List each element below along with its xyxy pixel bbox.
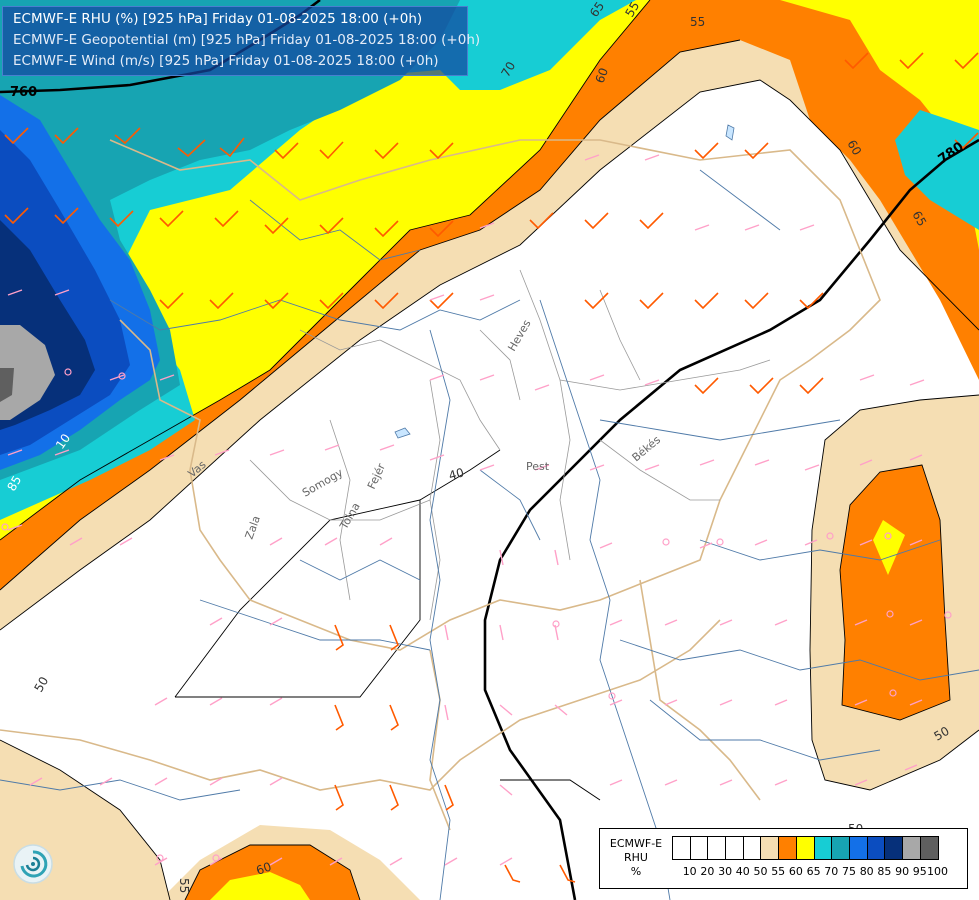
legend-swatch-11	[867, 837, 886, 859]
legend-swatch-14	[920, 837, 939, 859]
legend-tick-label: 40	[735, 865, 750, 878]
legend-swatch-5	[761, 837, 780, 859]
legend-swatch-9	[832, 837, 850, 859]
legend-swatch-4	[743, 837, 762, 859]
contour-label-rhu: 65	[909, 209, 929, 229]
wind-barbs-strong	[4, 52, 979, 883]
legend-tick-label: 60	[788, 865, 803, 878]
legend-swatch-7	[796, 837, 815, 859]
contour-label-rhu: 85	[4, 473, 24, 493]
title-wind: ECMWF-E Wind (m/s) [925 hPa] Friday 01-0…	[13, 53, 439, 69]
title-rhu: ECMWF-E RHU (%) [925 hPa] Friday 01-08-2…	[13, 11, 423, 27]
place-label-pest: Pest	[526, 460, 550, 473]
map-title-box: ECMWF-E RHU (%) [925 hPa] Friday 01-08-2…	[2, 6, 481, 76]
legend-tick-label: 30	[718, 865, 733, 878]
legend-tick-label: 80	[859, 865, 874, 878]
rhu-band-65-ne	[895, 110, 979, 230]
title-geopotential: ECMWF-E Geopotential (m) [925 hPa] Frida…	[13, 32, 481, 48]
legend-title-model: ECMWF-E	[609, 837, 663, 850]
contour-label-rhu: 40	[447, 465, 465, 482]
legend-title: ECMWF-E RHU %	[604, 837, 668, 879]
contour-label-rhu: 70	[498, 59, 518, 79]
contour-label-rhu: 55	[690, 15, 705, 29]
legend-tick-label: 100	[927, 865, 948, 878]
legend-title-unit: %	[630, 865, 642, 878]
legend-title-variable: RHU	[624, 851, 648, 864]
calm-wind-markers	[1, 368, 952, 862]
legend-swatch-bar	[672, 836, 940, 860]
legend-tick-label: 90	[895, 865, 910, 878]
legend-swatch-3	[726, 837, 744, 859]
legend-tick-label: 20	[700, 865, 715, 878]
contour-label-rhu: 60	[593, 66, 611, 85]
contour-label-rhu: 50	[31, 674, 51, 694]
legend-tick-label: 55	[771, 865, 786, 878]
contour-label-rhu: 50	[932, 724, 952, 744]
rhu-band-60-east	[873, 520, 905, 575]
contour-label-geopotential-760: 760	[10, 85, 37, 100]
contour-label-rhu: 55	[177, 878, 191, 893]
lakes	[394, 124, 735, 439]
legend-tick-label: 70	[824, 865, 839, 878]
legend-swatch-0	[673, 837, 691, 859]
legend-tick-label: 75	[842, 865, 856, 878]
region-boundaries	[249, 269, 771, 621]
rhu-band-60-bottom	[210, 872, 310, 900]
legend-tick-label: 85	[877, 865, 892, 878]
legend-swatch-13	[902, 837, 921, 859]
legend-swatch-10	[849, 837, 868, 859]
ecmwf-swirl-logo-icon	[13, 844, 53, 884]
legend-swatch-8	[814, 837, 833, 859]
rhu-band-55-east	[840, 465, 950, 720]
legend-swatch-6	[779, 837, 797, 859]
wind-barbs-weak	[7, 154, 925, 866]
ridge-line	[500, 779, 601, 801]
rhu-band-90	[0, 325, 55, 420]
legend-swatch-2	[708, 837, 727, 859]
legend-tick-label: 10	[682, 865, 697, 878]
contour-label-rhu: 60	[254, 859, 273, 877]
legend-swatch-1	[690, 837, 709, 859]
contour-label-rhu: 55	[622, 0, 642, 20]
legend-tick-label: 50	[753, 865, 768, 878]
rhu-band-95	[0, 368, 14, 402]
legend-swatch-12	[885, 837, 903, 859]
rhu-color-legend: ECMWF-E RHU % 10 20 30 40 50 55 60 65 70 75 80 85 90…	[599, 828, 968, 889]
legend-tick-label: 95	[912, 865, 927, 878]
contour-label-rhu: 60	[844, 138, 864, 158]
legend-tick-label: 65	[806, 865, 821, 878]
